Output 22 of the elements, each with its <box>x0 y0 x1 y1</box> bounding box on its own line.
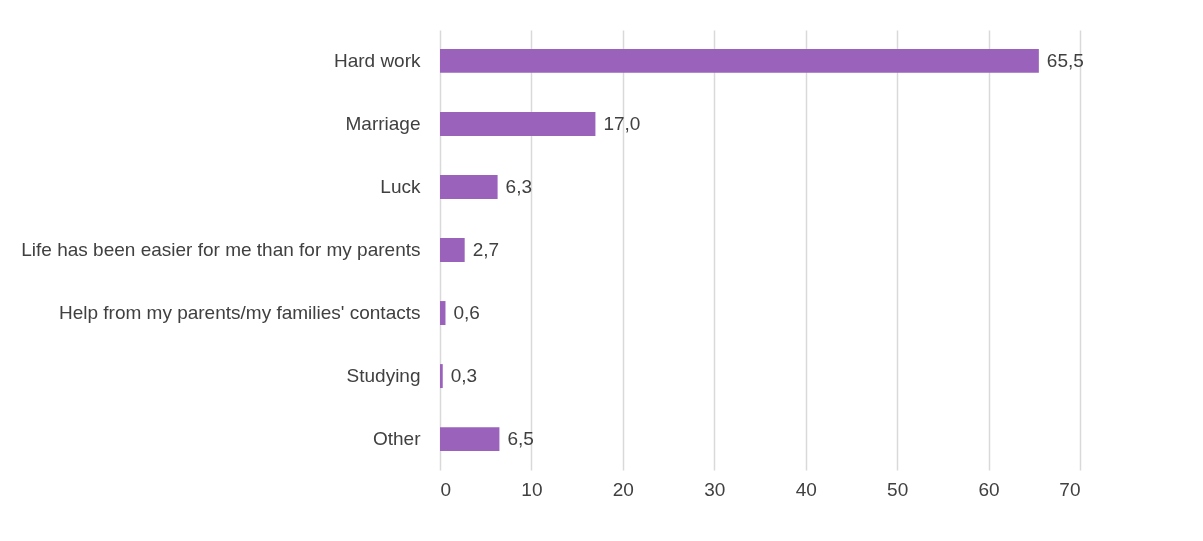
y-tick-label: Hard work <box>333 49 421 71</box>
x-tick-label: 10 <box>521 478 543 500</box>
x-tick-label: 70 <box>1059 478 1081 500</box>
x-tick-label: 0 <box>440 478 452 500</box>
data-label: 65,5 <box>1046 49 1084 71</box>
data-label: 0,3 <box>450 365 478 387</box>
x-tick-label: 50 <box>887 478 909 500</box>
x-tick-label: 20 <box>612 478 634 500</box>
data-label: 2,7 <box>472 239 500 260</box>
y-tick-label: Life has been easier for me than for my parents <box>21 239 421 260</box>
x-tick-label: 40 <box>795 478 817 500</box>
data-label: 6,3 <box>505 175 533 197</box>
y-tick-label: Luck <box>380 175 421 197</box>
x-tick-label: 30 <box>704 478 726 500</box>
y-tick-label: Help from my parents/my families' contacts <box>58 302 421 324</box>
y-tick-label: Other <box>372 428 422 450</box>
data-label: 6,5 <box>507 428 534 450</box>
y-tick-label: Marriage <box>345 112 421 134</box>
data-label: 0,6 <box>453 302 480 324</box>
y-tick-label: Studying <box>346 365 421 387</box>
x-tick-label: 60 <box>978 478 1000 500</box>
data-label: 17,0 <box>603 112 641 134</box>
